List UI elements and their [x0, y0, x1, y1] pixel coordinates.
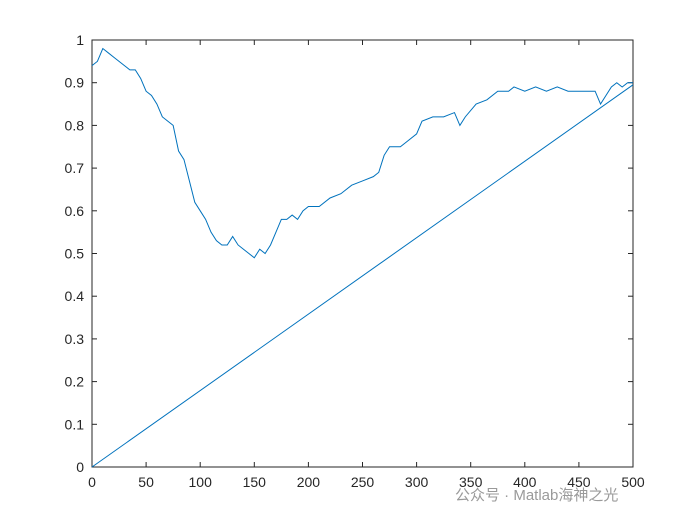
y-tick-label: 0	[76, 459, 84, 475]
line	[91, 47, 633, 259]
y-tick-label: 0.4	[65, 288, 85, 304]
y-tick-label: 0.2	[65, 374, 85, 390]
y-tick-label: 0.7	[65, 160, 85, 176]
x-tick-label: 400	[513, 474, 537, 490]
x-tick-label: 0	[88, 474, 96, 490]
x-tick-label: 350	[459, 474, 483, 490]
x-tick-label: 300	[405, 474, 429, 490]
x-tick-label: 450	[567, 474, 591, 490]
x-tick-label: 150	[243, 474, 267, 490]
y-tick-label: 0.8	[65, 117, 85, 133]
y-tick-label: 0.3	[65, 331, 85, 347]
x-tick-label: 100	[189, 474, 213, 490]
y-tick-label: 0.9	[65, 75, 85, 91]
line	[91, 84, 634, 468]
plot-area	[91, 39, 634, 468]
x-tick-label: 200	[297, 474, 321, 490]
x-tick-label: 500	[621, 474, 645, 490]
y-tick-label: 1	[76, 32, 84, 48]
y-tick-label: 0.5	[65, 246, 85, 262]
watermark: 公众号 · Matlab海神之光	[455, 487, 618, 504]
x-tick-label: 250	[351, 474, 375, 490]
x-tick-label: 50	[138, 474, 154, 490]
y-tick-label: 0.6	[65, 203, 85, 219]
y-tick-label: 0.1	[65, 416, 85, 432]
